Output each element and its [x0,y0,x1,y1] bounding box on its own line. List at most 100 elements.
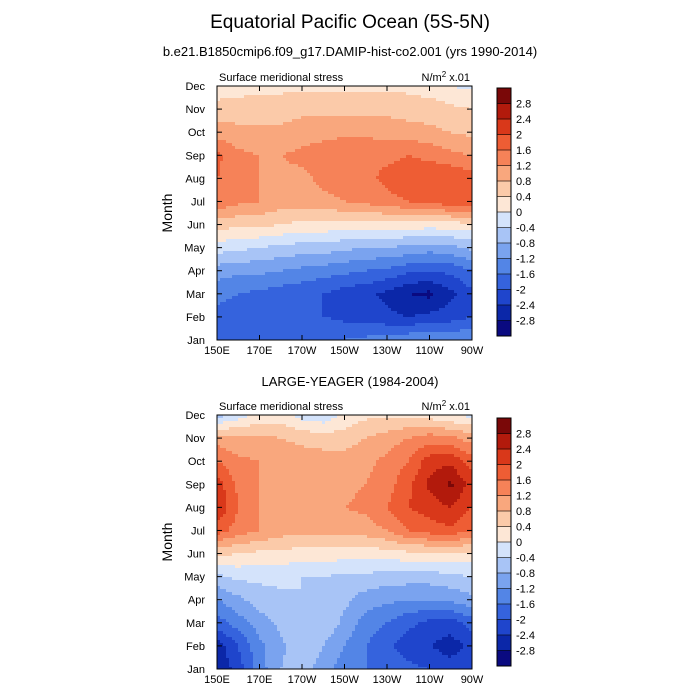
field-cell [343,224,347,228]
field-cell [256,245,260,249]
field-cell [259,191,263,195]
field-cell [361,206,365,210]
field-cell [280,158,284,162]
field-cell [265,185,269,189]
field-cell [457,224,461,228]
field-cell [370,98,374,102]
field-cell [448,137,452,141]
field-cell [319,122,323,126]
field-cell [424,188,428,192]
field-cell [292,86,296,90]
field-cell [364,215,368,219]
field-cell [442,116,446,120]
field-cell [328,107,332,111]
field-cell [277,149,281,153]
field-cell [454,98,458,102]
field-cell [415,227,419,231]
field-cell [268,113,272,117]
field-cell [460,227,464,231]
field-cell [226,149,230,153]
field-cell [226,116,230,120]
field-cell [325,206,329,210]
field-cell [292,98,296,102]
field-cell [325,221,329,225]
field-cell [463,173,467,177]
field-cell [358,230,362,234]
field-cell [256,158,260,162]
field-cell [295,140,299,144]
field-cell [250,233,254,237]
field-cell [217,167,221,171]
field-cell [400,122,404,126]
field-cell [415,209,419,213]
field-cell [430,143,434,147]
field-cell [301,173,305,177]
field-cell [331,200,335,204]
field-cell [457,236,461,240]
field-cell [265,257,269,261]
field-cell [310,131,314,135]
field-cell [373,146,377,150]
field-cell [403,131,407,135]
field-cell [328,95,332,99]
field-cell [268,203,272,207]
field-cell [244,137,248,141]
field-cell [349,101,353,105]
field-cell [361,161,365,165]
field-cell [343,257,347,261]
field-cell [352,260,356,264]
field-cell [226,251,230,255]
field-cell [376,233,380,237]
field-cell [265,194,269,198]
field-cell [403,164,407,168]
field-cell [238,242,242,246]
field-cell [358,167,362,171]
field-cell [448,143,452,147]
field-cell [328,143,332,147]
field-cell [439,155,443,159]
field-cell [262,95,266,99]
field-cell [286,212,290,216]
field-cell [400,254,404,258]
field-cell [358,104,362,108]
field-cell [379,260,383,264]
field-cell [331,176,335,180]
field-cell [466,215,470,219]
field-cell [295,149,299,153]
field-cell [406,209,410,213]
field-cell [406,200,410,204]
field-cell [286,242,290,246]
field-cell [403,98,407,102]
field-cell [460,143,464,147]
field-cell [466,110,470,114]
field-cell [379,149,383,153]
field-cell [277,188,281,192]
field-cell [238,212,242,216]
field-cell [403,158,407,162]
field-cell [307,98,311,102]
field-cell [250,131,254,135]
field-cell [349,89,353,93]
field-cell [355,140,359,144]
field-cell [466,188,470,192]
field-cell [277,116,281,120]
field-cell [253,122,257,126]
field-cell [388,170,392,174]
field-cell [433,113,437,117]
field-cell [298,95,302,99]
field-cell [352,122,356,126]
field-cell [385,239,389,243]
field-cell [298,170,302,174]
field-cell [406,92,410,96]
field-cell [283,122,287,126]
field-cell [295,104,299,108]
field-cell [244,245,248,249]
field-cell [457,212,461,216]
field-cell [226,185,230,189]
field-cell [391,197,395,201]
field-cell [325,113,329,117]
field-cell [394,251,398,255]
field-cell [337,131,341,135]
field-cell [250,92,254,96]
field-cell [367,218,371,222]
